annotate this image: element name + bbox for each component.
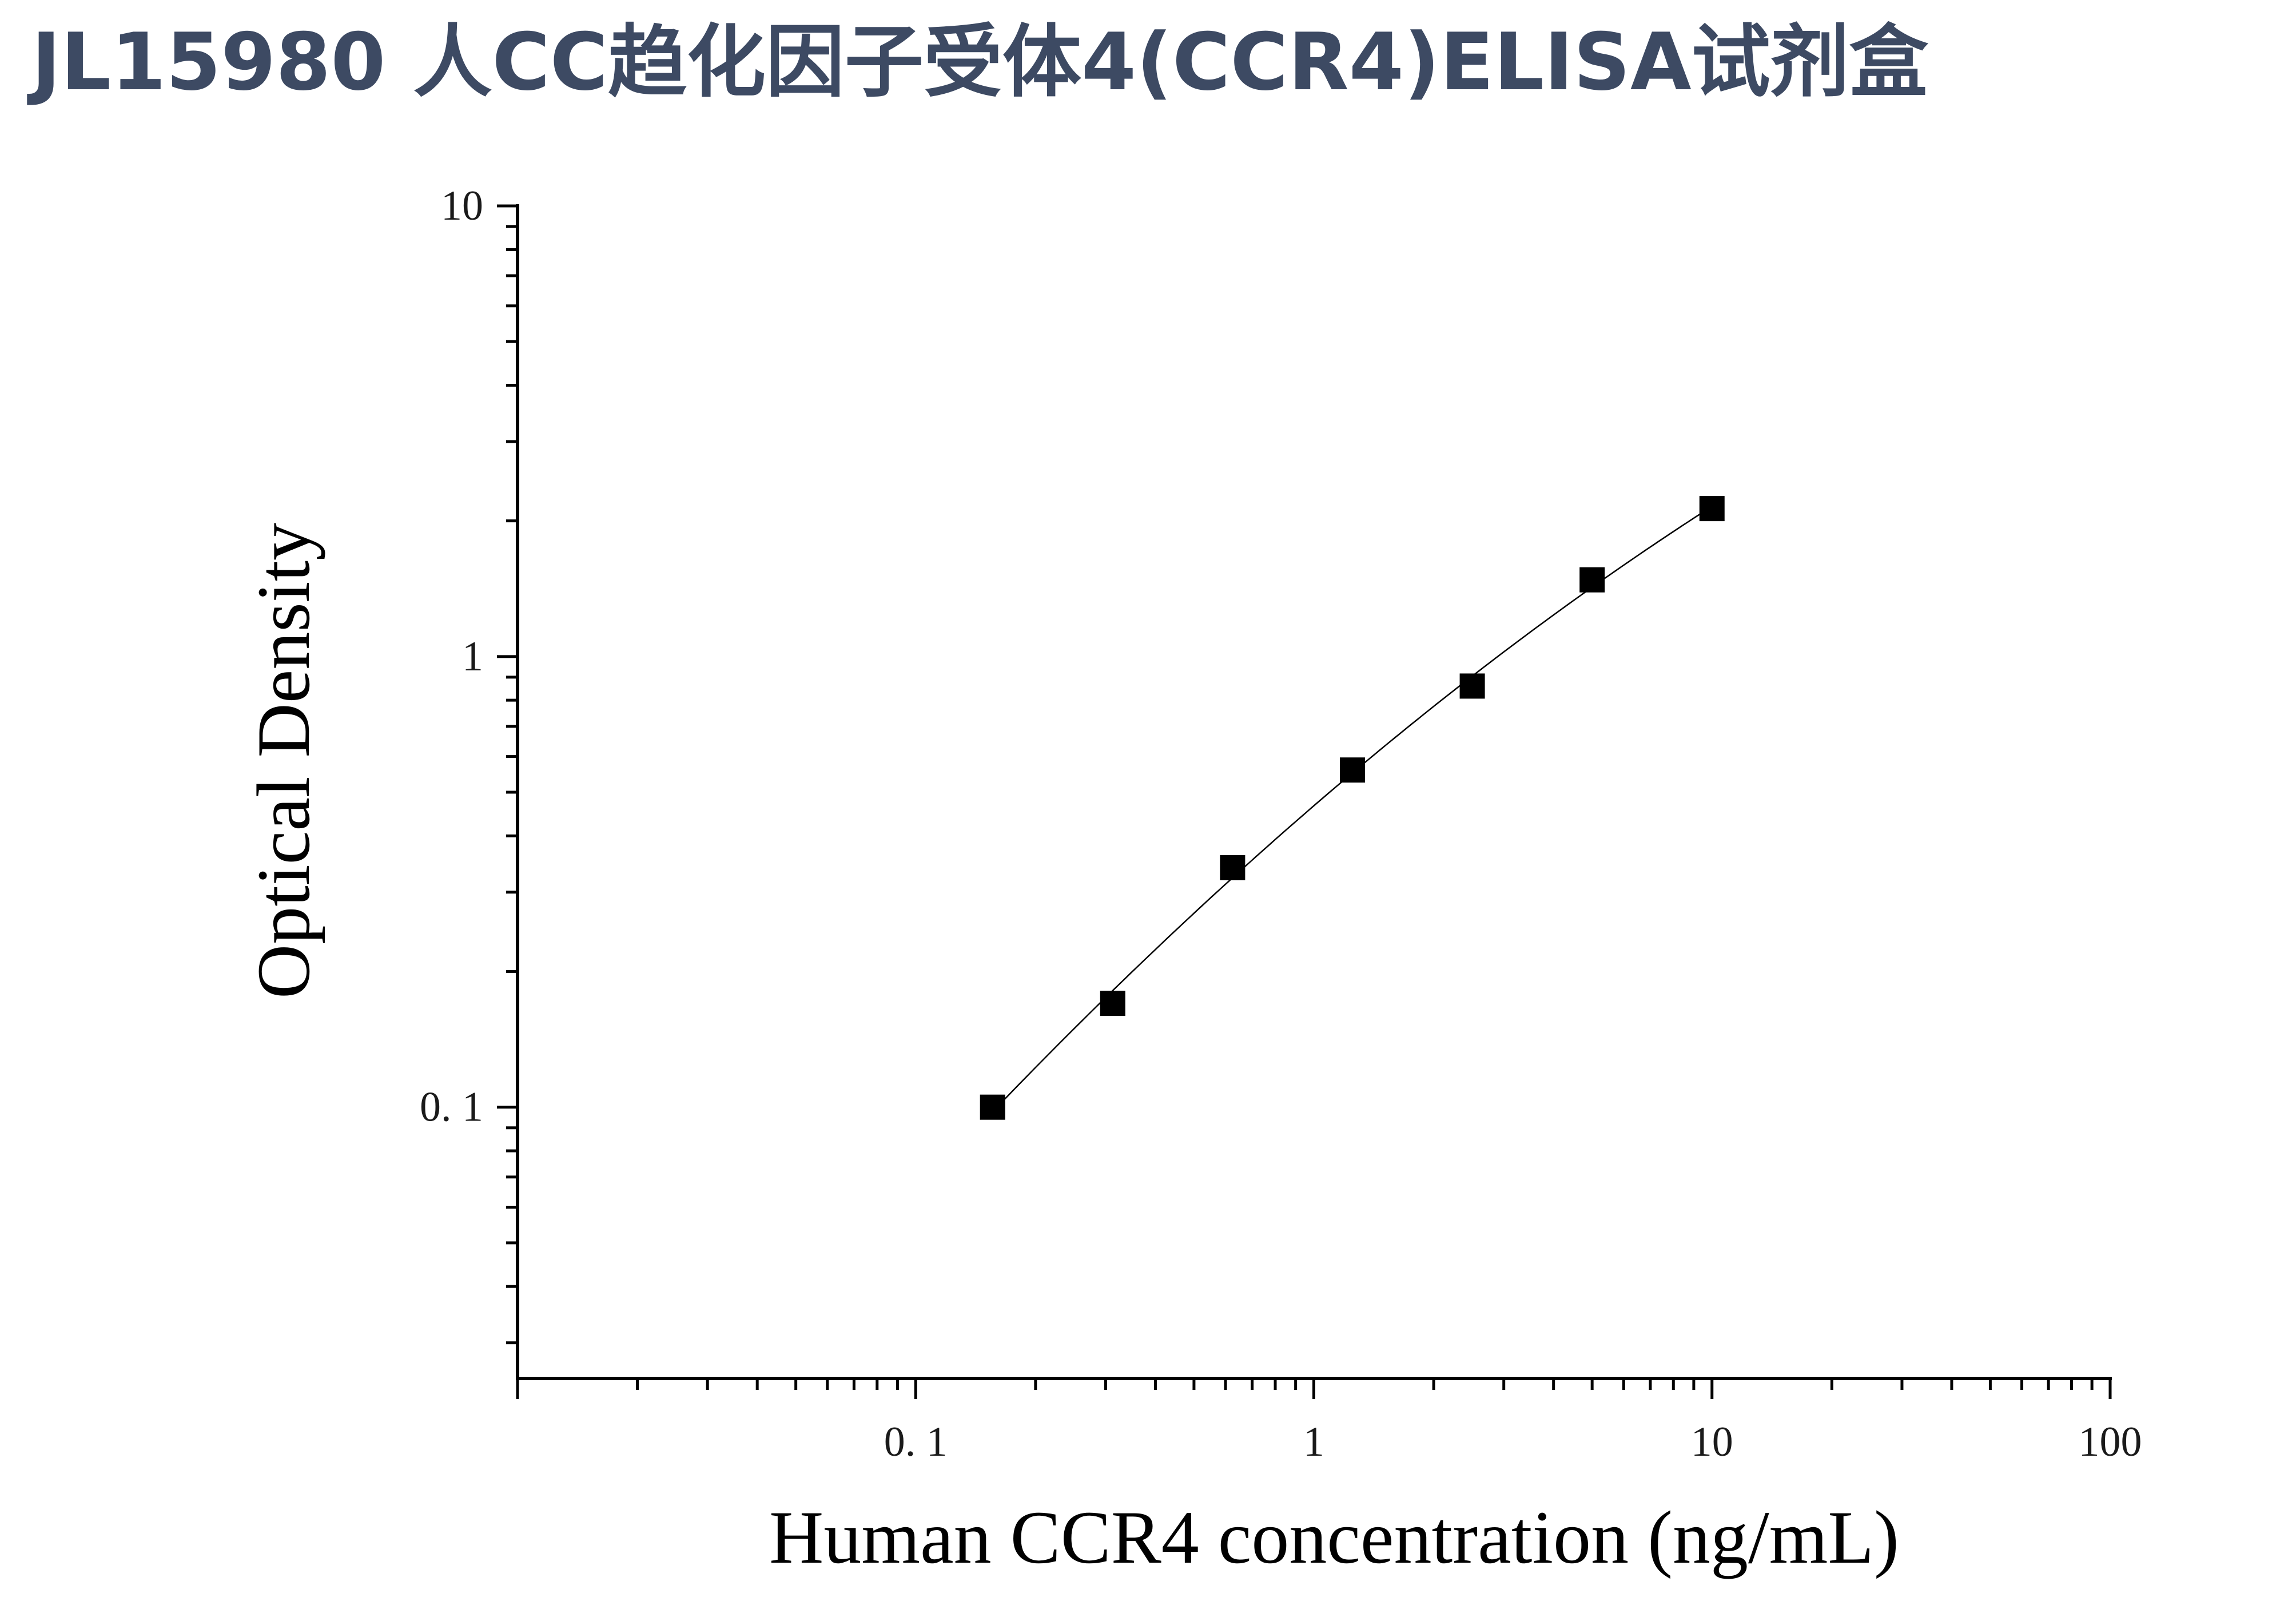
data-point xyxy=(1220,855,1246,880)
page-title: JL15980 人CC趋化因子受体4(CCR4)ELISA试剂盒 xyxy=(31,16,1928,108)
y-tick-label: 0. 1 xyxy=(420,1084,483,1131)
y-tick-label: 10 xyxy=(441,182,483,229)
y-axis-title: Optical Density xyxy=(241,523,325,999)
y-tick-label: 1 xyxy=(462,633,483,680)
fit-curve xyxy=(992,506,1713,1113)
data-point xyxy=(1579,567,1605,593)
x-tick-label: 1 xyxy=(1303,1419,1324,1465)
tick-labels: 0. 1 1 10 100 0. 1 1 10 xyxy=(420,182,2142,1465)
data-point xyxy=(1459,673,1485,699)
data-points xyxy=(980,496,1725,1120)
x-tick-label: 100 xyxy=(2079,1419,2142,1465)
axes xyxy=(497,204,2112,1399)
data-point xyxy=(1100,991,1125,1016)
fit-curve-line xyxy=(992,506,1713,1113)
data-point xyxy=(1699,496,1725,522)
data-point xyxy=(1339,757,1365,783)
x-tick-label: 0. 1 xyxy=(884,1419,948,1465)
data-point xyxy=(980,1094,1005,1120)
x-tick-label: 10 xyxy=(1691,1419,1733,1465)
x-axis-title: Human CCR4 concentration (ng/mL) xyxy=(769,1495,1899,1579)
